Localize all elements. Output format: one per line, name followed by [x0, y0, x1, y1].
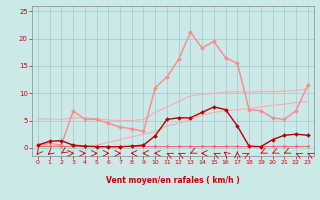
- X-axis label: Vent moyen/en rafales ( km/h ): Vent moyen/en rafales ( km/h ): [106, 176, 240, 185]
